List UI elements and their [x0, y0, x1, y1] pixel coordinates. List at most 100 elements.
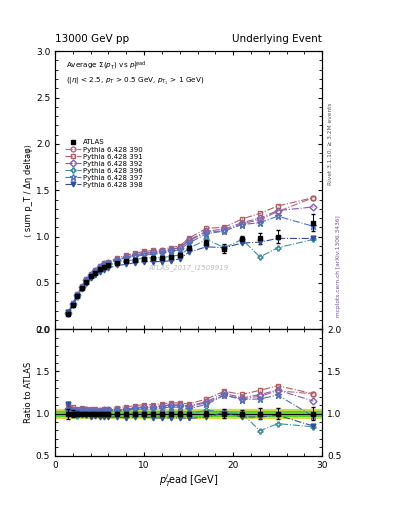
- Pythia 6.428 396: [66, 310, 71, 316]
- Pythia 6.428 396: [97, 267, 102, 273]
- Pythia 6.428 390: [204, 229, 209, 235]
- Line: Pythia 6.428 396: Pythia 6.428 396: [66, 237, 316, 316]
- Pythia 6.428 391: [75, 291, 80, 297]
- Pythia 6.428 392: [160, 248, 164, 254]
- Pythia 6.428 397: [222, 228, 227, 234]
- Pythia 6.428 391: [70, 300, 75, 306]
- Text: Average $\Sigma(p_T)$ vs $p_T^{\rm lead}$
($|\eta|$ < 2.5, $p_T$ > 0.5 GeV, $p_{: Average $\Sigma(p_T)$ vs $p_T^{\rm lead}…: [66, 59, 204, 87]
- Pythia 6.428 391: [97, 263, 102, 269]
- Pythia 6.428 391: [177, 243, 182, 249]
- Pythia 6.428 392: [84, 277, 88, 283]
- Pythia 6.428 392: [133, 252, 138, 258]
- Pythia 6.428 392: [66, 310, 71, 316]
- Pythia 6.428 398: [257, 239, 262, 245]
- Y-axis label: ⟨ sum p_T / Δη deltaφ⟩: ⟨ sum p_T / Δη deltaφ⟩: [24, 144, 33, 237]
- Pythia 6.428 396: [186, 246, 191, 252]
- Pythia 6.428 390: [160, 248, 164, 254]
- Pythia 6.428 392: [222, 226, 227, 232]
- Pythia 6.428 397: [204, 231, 209, 237]
- Pythia 6.428 392: [70, 301, 75, 307]
- Pythia 6.428 391: [204, 225, 209, 231]
- Pythia 6.428 390: [311, 195, 316, 201]
- Pythia 6.428 391: [115, 255, 120, 261]
- Pythia 6.428 396: [70, 302, 75, 308]
- Pythia 6.428 392: [102, 261, 107, 267]
- Pythia 6.428 398: [311, 236, 316, 242]
- Pythia 6.428 392: [311, 204, 316, 210]
- Pythia 6.428 390: [102, 261, 107, 267]
- Pythia 6.428 390: [106, 260, 111, 266]
- Pythia 6.428 392: [106, 260, 111, 266]
- Pythia 6.428 398: [115, 262, 120, 268]
- Pythia 6.428 392: [124, 254, 129, 260]
- Pythia 6.428 391: [222, 224, 227, 230]
- Pythia 6.428 397: [169, 248, 173, 254]
- Pythia 6.428 392: [186, 237, 191, 243]
- Pythia 6.428 398: [160, 259, 164, 265]
- Pythia 6.428 390: [88, 271, 93, 278]
- X-axis label: $p_T^l\!$ead [GeV]: $p_T^l\!$ead [GeV]: [159, 472, 219, 489]
- Pythia 6.428 396: [133, 257, 138, 263]
- Pythia 6.428 397: [160, 250, 164, 257]
- Pythia 6.428 392: [75, 292, 80, 298]
- Line: Pythia 6.428 397: Pythia 6.428 397: [65, 212, 317, 316]
- Pythia 6.428 398: [70, 302, 75, 308]
- Pythia 6.428 391: [102, 261, 107, 267]
- Pythia 6.428 391: [84, 276, 88, 282]
- Pythia 6.428 397: [133, 253, 138, 259]
- Pythia 6.428 391: [275, 203, 280, 209]
- Pythia 6.428 398: [88, 275, 93, 282]
- Pythia 6.428 396: [106, 262, 111, 268]
- Pythia 6.428 398: [142, 259, 147, 265]
- Pythia 6.428 392: [93, 268, 97, 274]
- Pythia 6.428 396: [311, 237, 316, 243]
- Pythia 6.428 392: [204, 228, 209, 234]
- Pythia 6.428 398: [124, 261, 129, 267]
- Pythia 6.428 390: [257, 217, 262, 223]
- Pythia 6.428 396: [88, 274, 93, 281]
- Text: Rivet 3.1.10, ≥ 3.2M events: Rivet 3.1.10, ≥ 3.2M events: [328, 102, 333, 185]
- Pythia 6.428 391: [151, 247, 155, 253]
- Pythia 6.428 397: [102, 261, 107, 267]
- Pythia 6.428 398: [204, 244, 209, 250]
- Pythia 6.428 391: [106, 259, 111, 265]
- Pythia 6.428 396: [257, 254, 262, 260]
- Pythia 6.428 390: [133, 252, 138, 258]
- Pythia 6.428 391: [66, 309, 71, 315]
- Pythia 6.428 391: [240, 216, 244, 222]
- Pythia 6.428 391: [79, 283, 84, 289]
- Pythia 6.428 396: [177, 252, 182, 258]
- Text: Underlying Event: Underlying Event: [232, 33, 322, 44]
- Pythia 6.428 397: [84, 277, 88, 283]
- Pythia 6.428 396: [75, 294, 80, 300]
- Pythia 6.428 397: [75, 292, 80, 298]
- Pythia 6.428 396: [275, 245, 280, 251]
- Y-axis label: Ratio to ATLAS: Ratio to ATLAS: [24, 362, 33, 423]
- Pythia 6.428 390: [84, 277, 88, 283]
- Pythia 6.428 397: [311, 223, 316, 229]
- Pythia 6.428 392: [115, 257, 120, 263]
- Pythia 6.428 397: [88, 271, 93, 278]
- Pythia 6.428 392: [240, 220, 244, 226]
- Pythia 6.428 390: [151, 249, 155, 255]
- Pythia 6.428 398: [93, 271, 97, 278]
- Pythia 6.428 398: [106, 265, 111, 271]
- Pythia 6.428 398: [275, 236, 280, 242]
- Pythia 6.428 396: [160, 255, 164, 261]
- Pythia 6.428 390: [97, 264, 102, 270]
- Pythia 6.428 396: [102, 264, 107, 270]
- Pythia 6.428 390: [70, 301, 75, 307]
- Line: Pythia 6.428 390: Pythia 6.428 390: [66, 195, 316, 315]
- Pythia 6.428 398: [151, 259, 155, 265]
- Pythia 6.428 397: [93, 268, 97, 274]
- Pythia 6.428 391: [160, 246, 164, 252]
- Pythia 6.428 396: [222, 245, 227, 251]
- Pythia 6.428 396: [240, 237, 244, 243]
- Pythia 6.428 390: [124, 254, 129, 260]
- Pythia 6.428 390: [115, 257, 120, 263]
- Pythia 6.428 396: [142, 255, 147, 261]
- Pythia 6.428 392: [257, 215, 262, 221]
- Pythia 6.428 398: [75, 293, 80, 299]
- Pythia 6.428 392: [275, 207, 280, 214]
- Pythia 6.428 398: [97, 269, 102, 275]
